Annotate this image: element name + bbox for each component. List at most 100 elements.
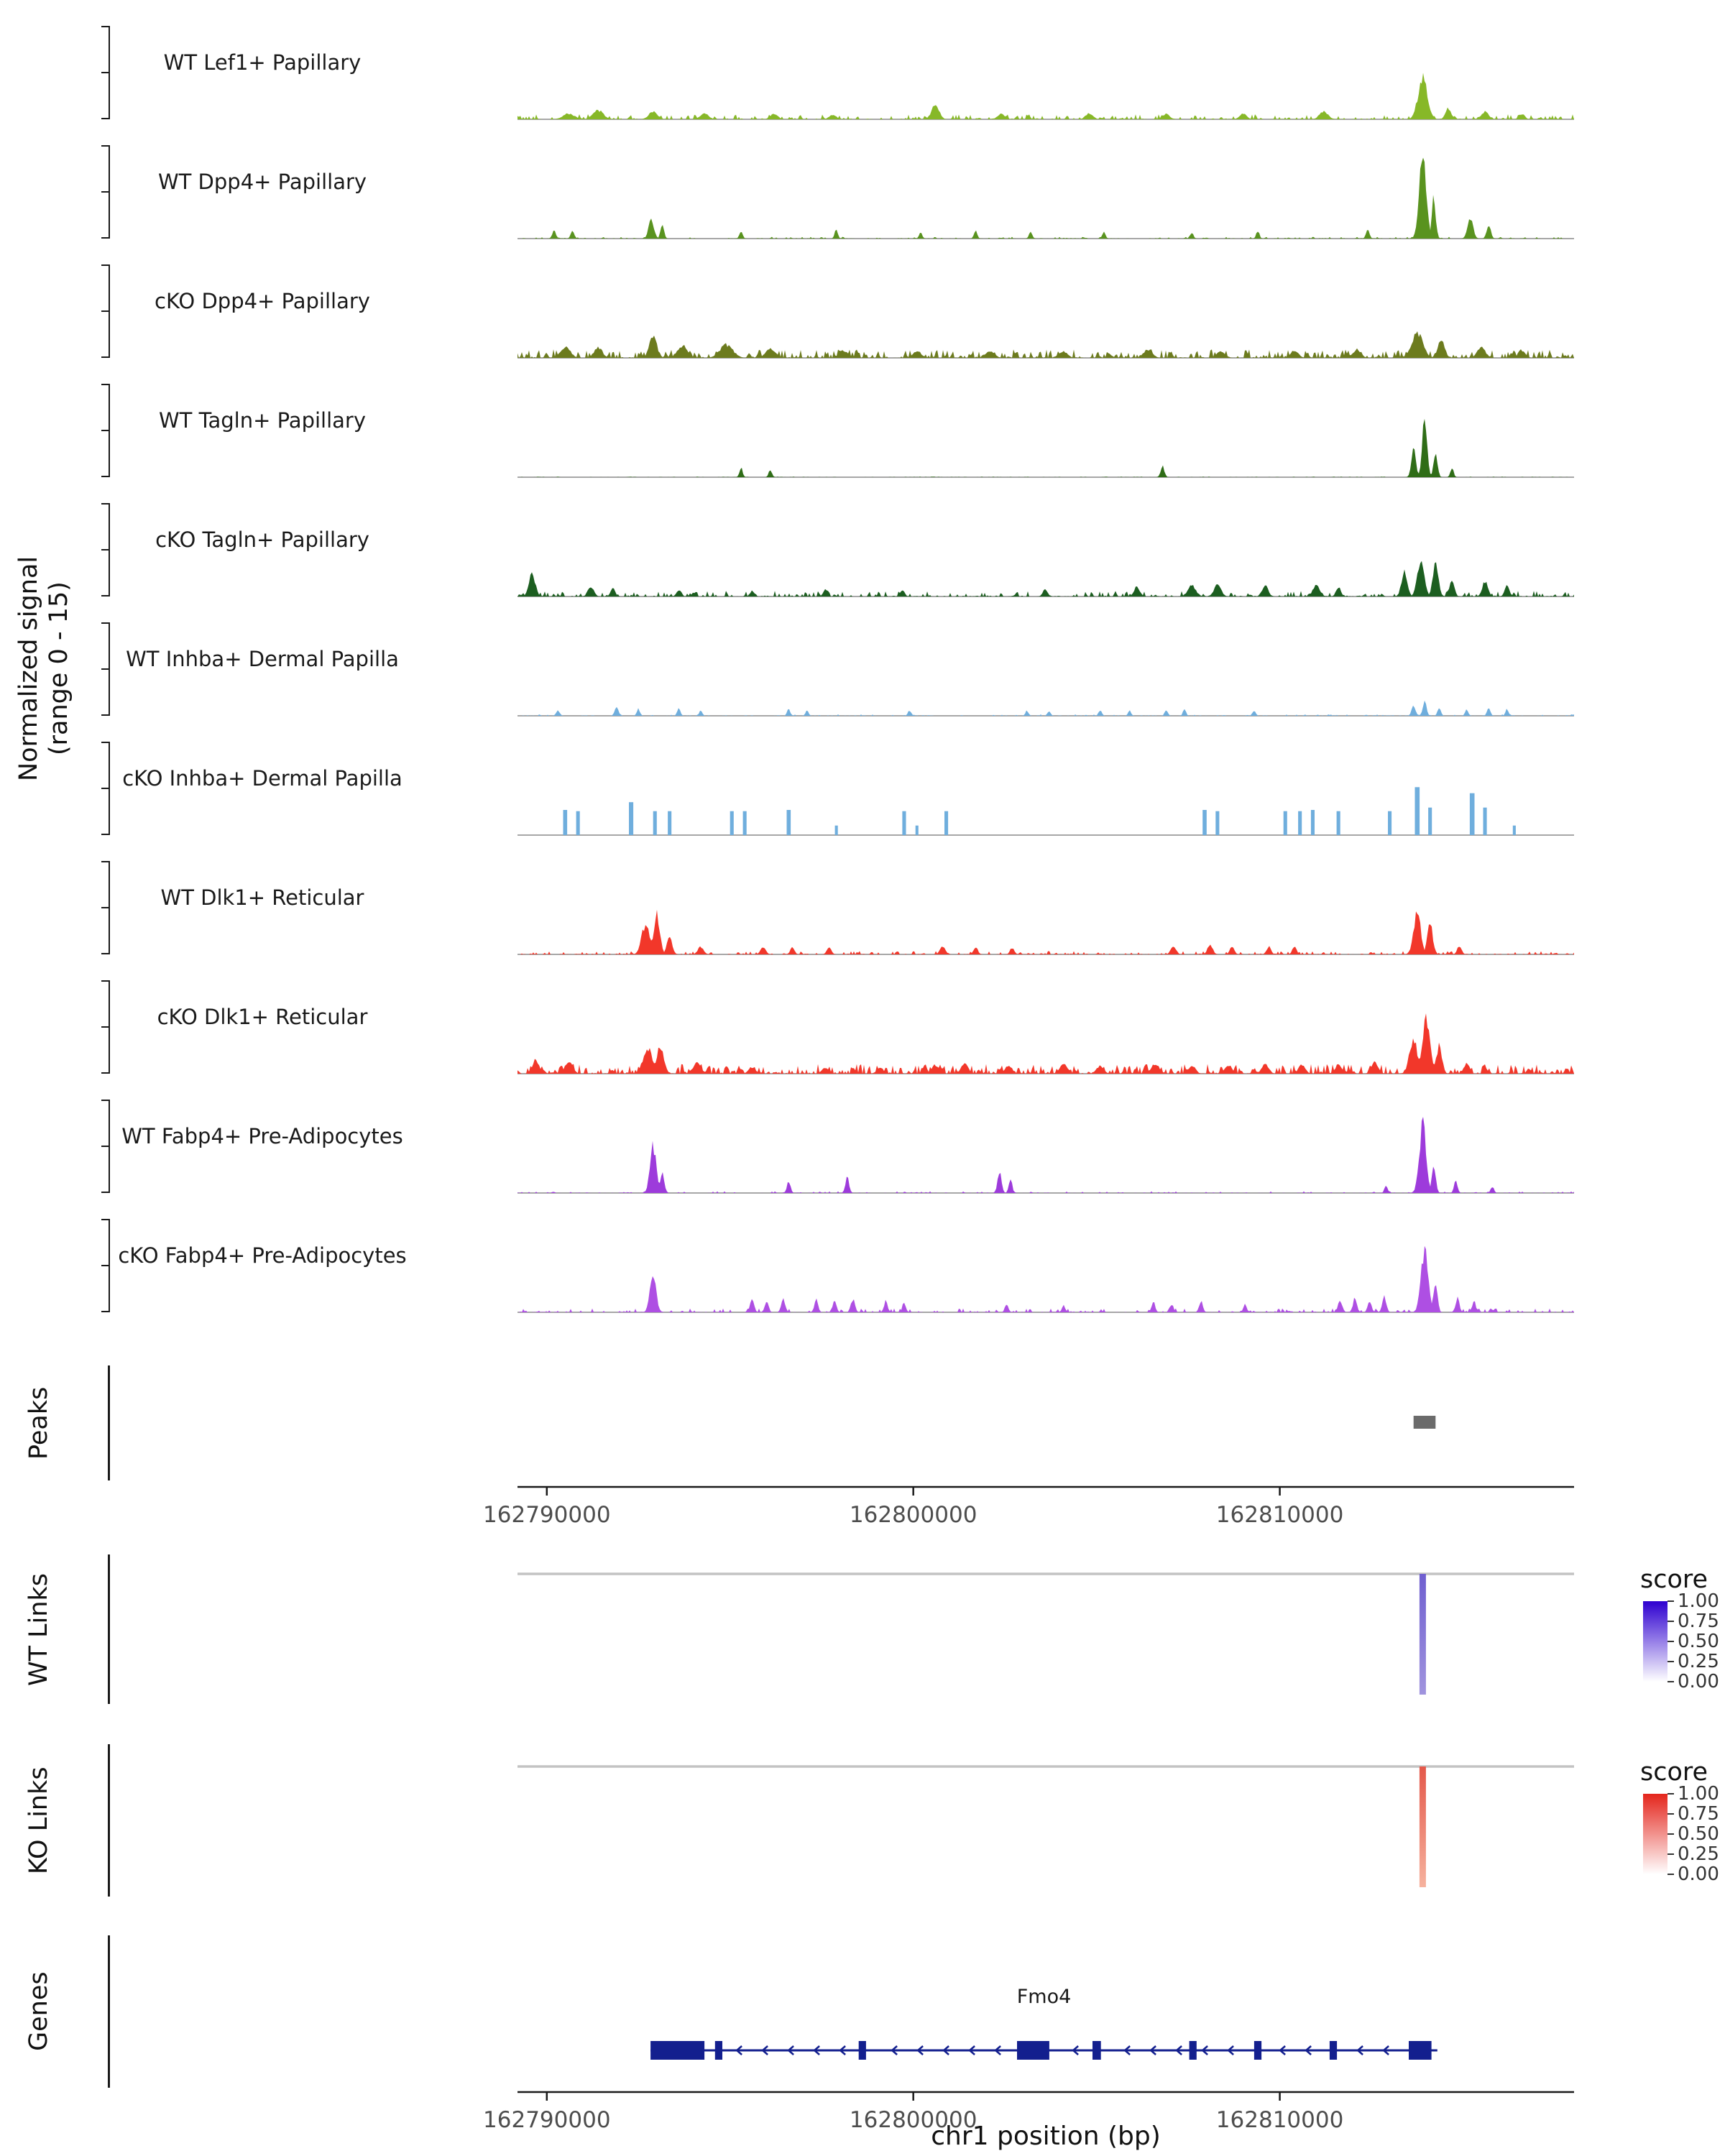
track-yaxis-tick [101, 788, 109, 789]
strand-arrow-icon [1227, 2045, 1234, 2055]
legend-tick-label: 0.00 [1678, 1864, 1719, 1885]
genes-axis-line [108, 1935, 110, 2088]
strand-arrow-icon [916, 2045, 924, 2055]
gene-exon [1017, 2041, 1049, 2060]
track-yaxis-tick [101, 356, 109, 358]
signal-track-plot [518, 909, 1574, 955]
signal-track-plot [518, 73, 1574, 120]
ko-links-axis-line [108, 1744, 110, 1897]
gene-name-label: Fmo4 [1017, 1986, 1072, 2008]
strand-arrow-icon [942, 2045, 949, 2055]
strand-arrow-icon [787, 2045, 794, 2055]
signal-track-row: cKO Dlk1+ Reticular [0, 976, 1725, 1095]
legend-tick-mark [1668, 1621, 1674, 1622]
track-label: WT Fabp4+ Pre-Adipocytes [121, 1124, 403, 1148]
track-label: cKO Dlk1+ Reticular [157, 1005, 368, 1029]
gene-exon [714, 2041, 722, 2060]
track-yaxis-tick [101, 26, 109, 27]
link-bar [1419, 1574, 1426, 1695]
gene-exon [1189, 2041, 1197, 2060]
track-label: cKO Dpp4+ Papillary [155, 289, 370, 313]
strand-arrow-icon [994, 2045, 1001, 2055]
legend-tick-label: 0.50 [1678, 1631, 1719, 1652]
genomic-axis-middle: 162790000 162800000 162810000 [483, 1485, 1574, 1528]
axis-tick-label: 162800000 [850, 1502, 978, 1528]
track-yaxis-tick [101, 237, 109, 239]
axis-tick-label: 162810000 [1216, 2107, 1344, 2133]
track-yaxis-tick [101, 118, 109, 119]
track-yaxis-tick [101, 264, 109, 266]
track-label: cKO Tagln+ Papillary [155, 528, 369, 552]
legend-tick-mark [1668, 1661, 1674, 1662]
legend-tick-mark [1668, 1874, 1674, 1875]
track-label: WT Lef1+ Papillary [163, 50, 362, 75]
strand-arrow-icon [761, 2045, 768, 2055]
track-yaxis-tick [101, 476, 109, 477]
strand-arrow-icon [891, 2045, 898, 2055]
strand-arrow-icon [968, 2045, 975, 2055]
legend-tick-mark [1668, 1793, 1674, 1795]
signal-track-row: WT Fabp4+ Pre-Adipocytes [0, 1095, 1725, 1215]
legend-tick-label: 0.25 [1678, 1651, 1719, 1672]
strand-arrow-icon [1175, 2045, 1182, 2055]
track-yaxis-tick [101, 72, 109, 73]
track-yaxis-tick [101, 980, 109, 982]
x-axis-title: chr1 position (bp) [931, 2122, 1161, 2151]
signal-track-plot [518, 700, 1574, 717]
signal-track-row: cKO Tagln+ Papillary [0, 499, 1725, 618]
track-yaxis-tick [101, 714, 109, 716]
gene-exon [1409, 2041, 1432, 2060]
legend-tick-label: 0.75 [1678, 1611, 1719, 1632]
track-yaxis-line [109, 622, 110, 716]
track-yaxis-line [109, 264, 110, 358]
track-yaxis-line [109, 1100, 110, 1193]
legend-tick-label: 0.50 [1678, 1823, 1719, 1845]
legend-tick-label: 0.75 [1678, 1803, 1719, 1825]
strand-arrow-icon [1072, 2045, 1079, 2055]
ko-legend-gradient [1643, 1794, 1668, 1874]
legend-tick-label: 1.00 [1678, 1590, 1719, 1612]
track-label: WT Inhba+ Dermal Papilla [126, 647, 399, 671]
signal-track-plot [518, 787, 1574, 836]
signal-track-row: cKO Inhba+ Dermal Papilla [0, 737, 1725, 857]
track-yaxis-tick [101, 1072, 109, 1074]
strand-arrow-icon [1356, 2045, 1363, 2055]
track-yaxis-tick [101, 953, 109, 954]
track-yaxis-line [109, 980, 110, 1074]
track-yaxis-line [109, 1219, 110, 1312]
gene-exon [1254, 2041, 1262, 2060]
track-yaxis-tick [101, 430, 109, 431]
wt-legend-gradient [1643, 1601, 1668, 1682]
genes-panel: Fmo4 [650, 1986, 1438, 2060]
legend-tick-mark [1668, 1833, 1674, 1835]
track-yaxis-tick [101, 1192, 109, 1193]
track-yaxis-tick [101, 191, 109, 193]
legend-tick-label: 0.25 [1678, 1843, 1719, 1865]
gene-exon [1329, 2041, 1338, 2060]
signal-track-plot [518, 157, 1574, 239]
wt-links-score-legend: score 1.00 0.75 0.50 0.25 0.00 [1640, 1565, 1725, 1698]
track-yaxis-tick [101, 834, 109, 835]
track-yaxis-tick [101, 595, 109, 596]
track-label: WT Tagln+ Papillary [158, 408, 367, 433]
axis-tick-label: 162790000 [483, 1502, 611, 1528]
track-yaxis-line [109, 145, 110, 239]
track-yaxis-tick [101, 907, 109, 908]
track-label: WT Dpp4+ Papillary [157, 170, 367, 194]
signal-track-row: WT Tagln+ Papillary [0, 379, 1725, 499]
track-yaxis-tick [101, 1219, 109, 1220]
strand-arrow-icon [813, 2045, 820, 2055]
track-yaxis-tick [101, 503, 109, 505]
track-yaxis-tick [101, 742, 109, 743]
track-yaxis-line [109, 26, 110, 119]
strand-arrow-icon [735, 2045, 742, 2055]
track-label: cKO Fabp4+ Pre-Adipocytes [118, 1243, 407, 1268]
link-bar [1419, 1766, 1426, 1887]
signal-track-plot [518, 331, 1574, 359]
signal-track-plot [518, 418, 1574, 478]
legend-tick-mark [1668, 1600, 1674, 1602]
strand-arrow-icon [1279, 2045, 1286, 2055]
peak-region [1413, 1416, 1436, 1429]
signal-track-row: WT Lef1+ Papillary [0, 22, 1725, 141]
